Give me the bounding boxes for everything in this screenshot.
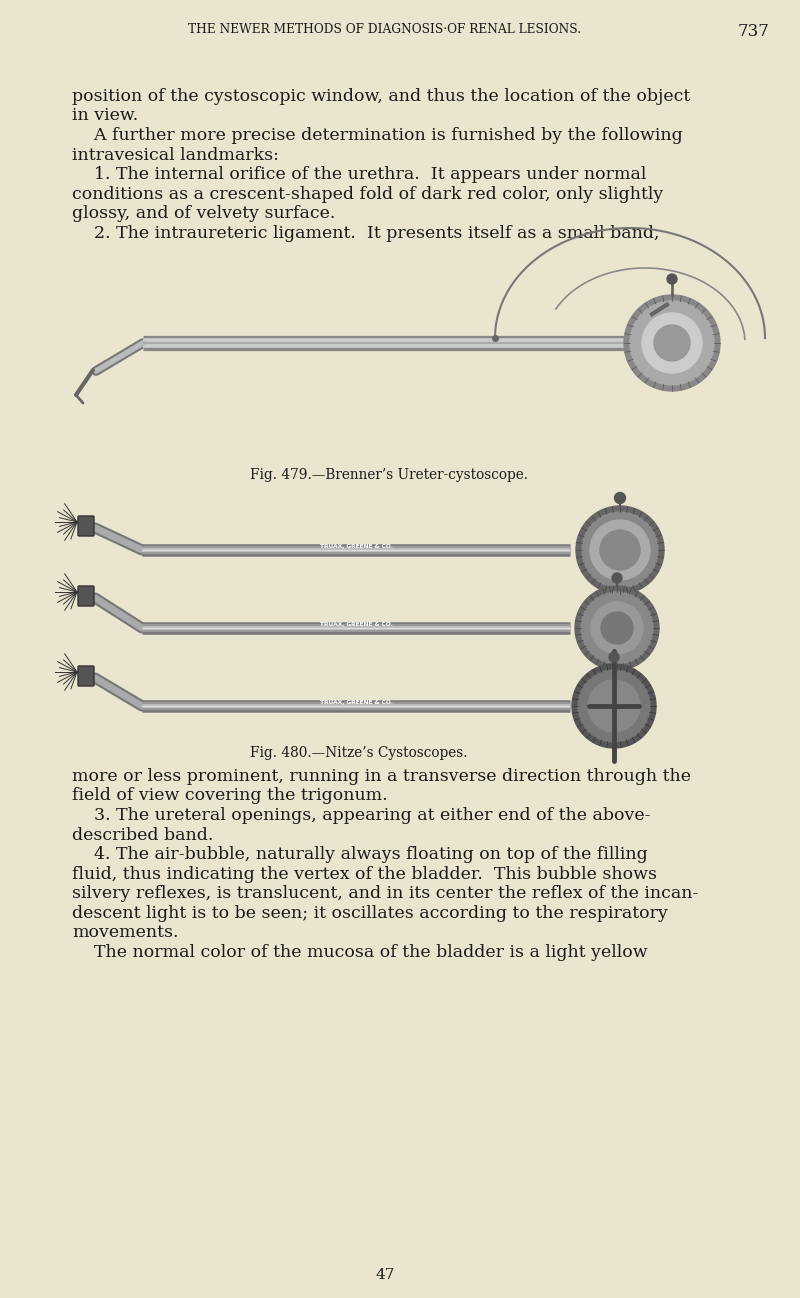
Circle shape (614, 492, 626, 504)
Text: 737: 737 (738, 23, 770, 40)
Circle shape (654, 324, 690, 361)
Circle shape (572, 665, 656, 748)
Text: Fig. 480.—Nitze’s Cystoscopes.: Fig. 480.—Nitze’s Cystoscopes. (250, 746, 467, 761)
Text: A further more precise determination is furnished by the following: A further more precise determination is … (72, 127, 682, 144)
Text: 3. The ureteral openings, appearing at either end of the above-: 3. The ureteral openings, appearing at e… (72, 807, 650, 824)
Text: The normal color of the mucosa of the bladder is a light yellow: The normal color of the mucosa of the bl… (72, 944, 648, 961)
Text: movements.: movements. (72, 924, 178, 941)
Text: 4. The air-bubble, naturally always floating on top of the filling: 4. The air-bubble, naturally always floa… (72, 846, 648, 863)
Circle shape (609, 652, 619, 662)
Text: descent light is to be seen; it oscillates according to the respiratory: descent light is to be seen; it oscillat… (72, 905, 668, 922)
Circle shape (630, 301, 714, 386)
FancyBboxPatch shape (78, 666, 94, 687)
Text: more or less prominent, running in a transverse direction through the: more or less prominent, running in a tra… (72, 768, 691, 785)
Text: glossy, and of velvety surface.: glossy, and of velvety surface. (72, 205, 335, 222)
Circle shape (578, 670, 650, 742)
Text: silvery reflexes, is translucent, and in its center the reflex of the incan-: silvery reflexes, is translucent, and in… (72, 885, 698, 902)
Circle shape (576, 506, 664, 594)
Text: field of view covering the trigonum.: field of view covering the trigonum. (72, 788, 388, 805)
Text: THE NEWER METHODS OF DIAGNOSIS·OF RENAL LESIONS.: THE NEWER METHODS OF DIAGNOSIS·OF RENAL … (189, 23, 582, 36)
Circle shape (590, 520, 650, 580)
Circle shape (575, 585, 659, 670)
Circle shape (624, 295, 720, 391)
Circle shape (667, 274, 677, 284)
Text: in view.: in view. (72, 108, 138, 125)
Circle shape (642, 313, 702, 373)
Text: position of the cystoscopic window, and thus the location of the object: position of the cystoscopic window, and … (72, 88, 690, 105)
Circle shape (582, 511, 658, 588)
Text: TRUAX, GREENE & CO.: TRUAX, GREENE & CO. (319, 700, 393, 705)
Circle shape (581, 592, 653, 665)
Text: fluid, thus indicating the vertex of the bladder.  This bubble shows: fluid, thus indicating the vertex of the… (72, 866, 657, 883)
Text: Fig. 479.—Brenner’s Ureter-cystoscope.: Fig. 479.—Brenner’s Ureter-cystoscope. (250, 469, 528, 482)
FancyBboxPatch shape (78, 585, 94, 606)
Circle shape (591, 602, 643, 654)
FancyBboxPatch shape (78, 517, 94, 536)
Circle shape (612, 572, 622, 583)
Text: 2. The intraureteric ligament.  It presents itself as a small band,: 2. The intraureteric ligament. It presen… (72, 225, 659, 241)
Text: conditions as a crescent-shaped fold of dark red color, only slightly: conditions as a crescent-shaped fold of … (72, 186, 663, 202)
Text: intravesical landmarks:: intravesical landmarks: (72, 147, 279, 164)
Circle shape (601, 611, 633, 644)
Circle shape (588, 680, 640, 732)
Text: 1. The internal orifice of the urethra.  It appears under normal: 1. The internal orifice of the urethra. … (72, 166, 646, 183)
Text: described band.: described band. (72, 827, 214, 844)
Text: TRUAX, GREENE & CO.: TRUAX, GREENE & CO. (319, 622, 393, 627)
Text: TRUAX, GREENE & CO.: TRUAX, GREENE & CO. (319, 544, 393, 549)
Text: 47: 47 (375, 1268, 394, 1282)
Circle shape (600, 530, 640, 570)
